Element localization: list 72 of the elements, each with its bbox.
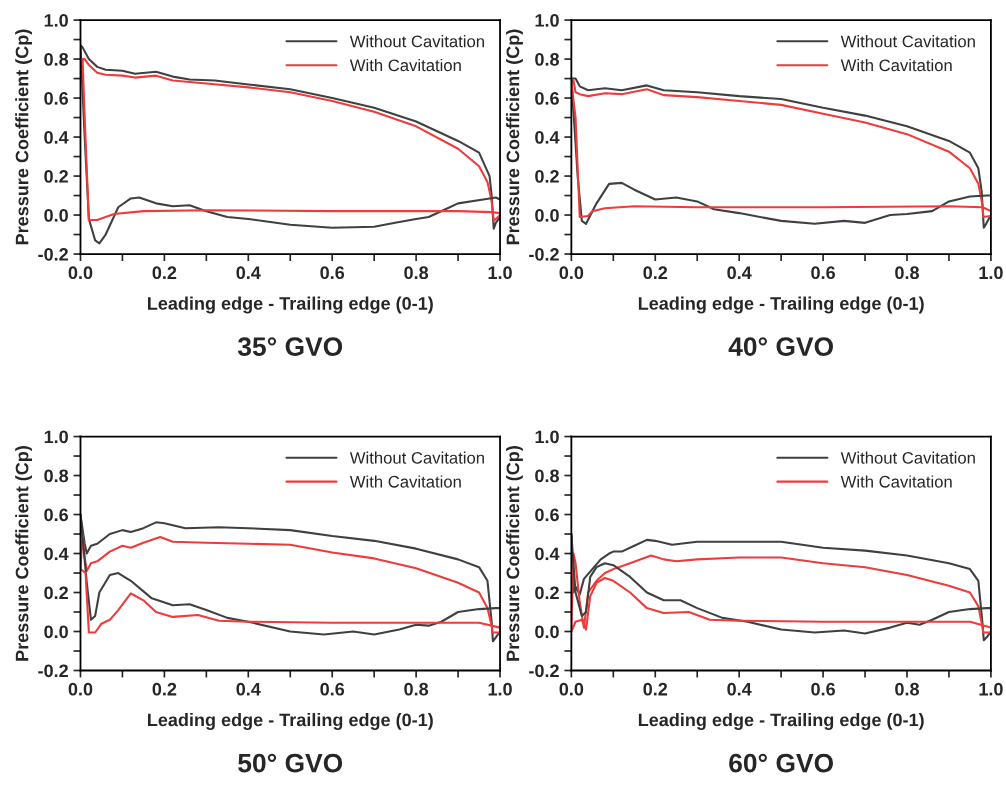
x-axis-title: Leading edge - Trailing edge (0-1) <box>148 296 433 314</box>
y-tick-label: 0.4 <box>44 130 69 144</box>
legend-label: With Cavitation <box>840 58 952 72</box>
x-tick-label: 1.0 <box>488 266 512 280</box>
x-tick-label: 0.8 <box>404 266 429 280</box>
x-tick-label: 0.2 <box>643 682 668 696</box>
y-tick-label: 0.8 <box>535 469 559 483</box>
x-axis-title: Leading edge - Trailing edge (0-1) <box>638 296 924 314</box>
y-tick-label: 0.8 <box>44 469 69 483</box>
x-tick-label: 0.4 <box>727 266 752 280</box>
x-tick-label: 0.8 <box>895 682 919 696</box>
legend-label: Without Cavitation <box>349 451 484 464</box>
y-tick-label: -0.2 <box>529 247 559 261</box>
text: 50° GVO <box>238 753 343 773</box>
legend-label: Without Cavitation <box>840 451 975 464</box>
y-tick-label: 0.0 <box>44 208 68 222</box>
y-tick-label: 0.6 <box>44 92 69 105</box>
y-tick-label: 0.4 <box>535 130 560 144</box>
y-tick-label: 0.6 <box>535 508 559 522</box>
x-tick-label: 0.6 <box>320 266 345 280</box>
y-tick-label: 0.0 <box>535 625 559 639</box>
x-tick-label: 1.0 <box>488 682 512 696</box>
x-tick-label: 0.0 <box>559 682 584 696</box>
text: 60° GVO <box>729 753 833 773</box>
y-tick-label: 0.2 <box>44 586 68 600</box>
y-tick-label: 1.0 <box>535 430 559 444</box>
y-tick-label: 0.6 <box>44 508 69 522</box>
legend-label: With Cavitation <box>840 475 952 488</box>
legend-label: Without Cavitation <box>349 35 484 48</box>
y-tick-label: 0.2 <box>535 169 559 183</box>
x-tick-label: 0.0 <box>559 266 584 280</box>
x-tick-label: 0.8 <box>895 266 919 280</box>
y-tick-label: 0.8 <box>44 53 69 66</box>
y-tick-label: 0.2 <box>535 586 559 600</box>
x-tick-label: 1.0 <box>979 266 1003 280</box>
legend-label: Without Cavitation <box>840 35 975 48</box>
y-tick-label: 1.0 <box>44 14 68 27</box>
y-tick-label: 0.4 <box>535 547 560 561</box>
legend-label: With Cavitation <box>349 58 461 72</box>
y-tick-label: 0.6 <box>535 92 559 105</box>
y-tick-label: 0.2 <box>44 169 68 183</box>
y-tick-label: 0.8 <box>535 53 559 66</box>
y-tick-label: 1.0 <box>44 430 68 444</box>
x-tick-label: 0.0 <box>68 682 93 696</box>
x-tick-label: 0.0 <box>68 266 93 280</box>
x-tick-label: 1.0 <box>979 682 1003 696</box>
text: 40° GVO <box>728 337 833 356</box>
x-axis-title: Leading edge - Trailing edge (0-1) <box>638 713 924 730</box>
x-tick-label: 0.2 <box>643 266 668 280</box>
x-tick-label: 0.2 <box>152 682 177 696</box>
y-axis-title: Pressure Coefficient (Cp) <box>506 446 523 661</box>
x-tick-label: 0.4 <box>236 266 261 280</box>
y-tick-label: -0.2 <box>529 664 559 678</box>
y-tick-label: -0.2 <box>38 664 68 678</box>
x-tick-label: 0.4 <box>727 682 752 696</box>
y-tick-label: 0.0 <box>535 208 559 222</box>
y-axis-title: Pressure Coefficient (Cp) <box>506 29 523 245</box>
x-tick-label: 0.6 <box>811 682 835 696</box>
x-axis-title: Leading edge - Trailing edge (0-1) <box>148 713 433 730</box>
y-tick-label: 1.0 <box>535 14 559 27</box>
x-tick-label: 0.8 <box>404 682 429 696</box>
x-tick-label: 0.2 <box>152 266 177 280</box>
y-axis-title: Pressure Coefficient (Cp) <box>15 446 33 661</box>
x-tick-label: 0.6 <box>320 682 345 696</box>
y-tick-label: 0.0 <box>44 625 68 639</box>
y-tick-label: -0.2 <box>38 247 68 261</box>
text: 35° GVO <box>237 337 343 356</box>
legend-label: With Cavitation <box>349 475 461 488</box>
x-tick-label: 0.4 <box>236 682 261 696</box>
y-tick-label: 0.4 <box>44 547 69 561</box>
x-tick-label: 0.6 <box>811 266 835 280</box>
y-axis-title: Pressure Coefficient (Cp) <box>15 29 33 245</box>
